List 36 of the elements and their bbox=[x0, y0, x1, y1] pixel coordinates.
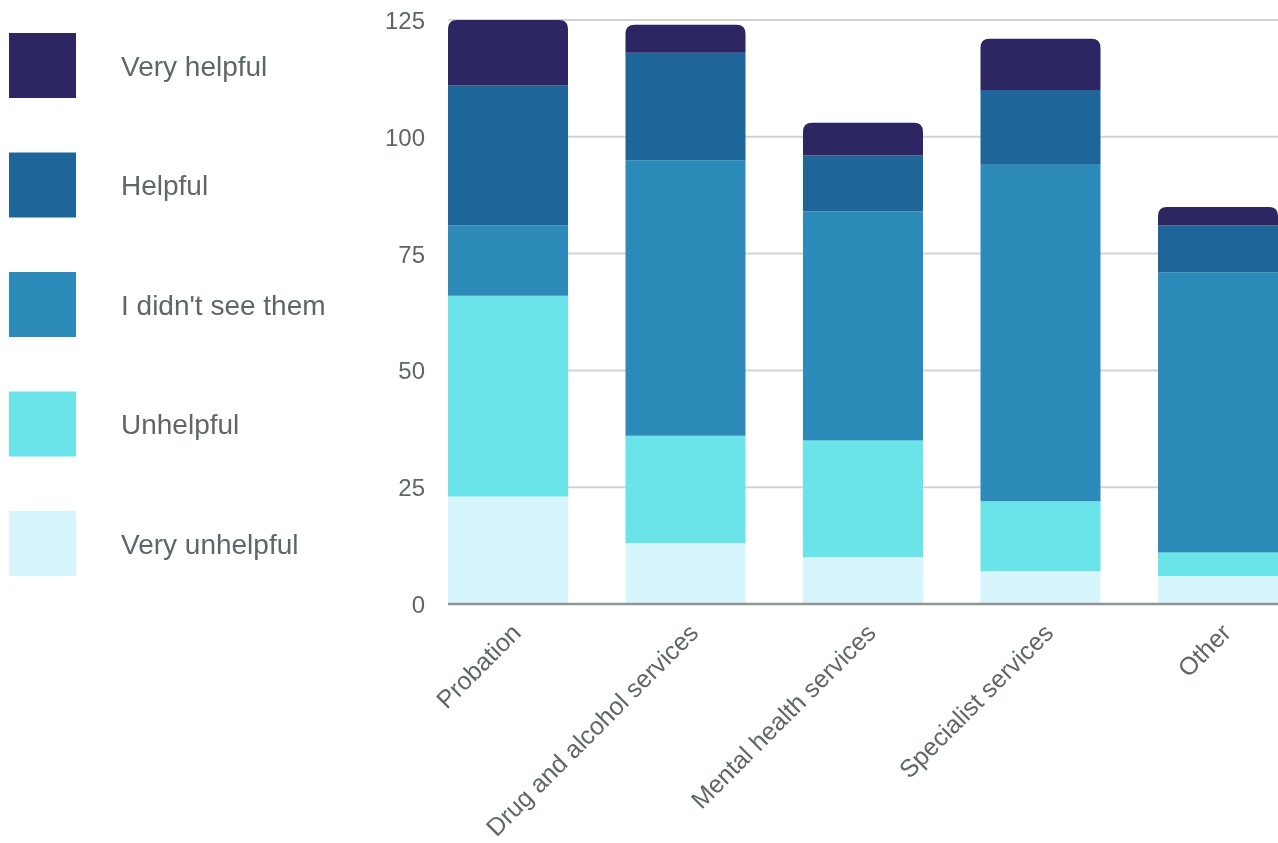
y-tick-label: 25 bbox=[398, 473, 425, 501]
bar bbox=[448, 85, 568, 226]
bar bbox=[980, 90, 1101, 165]
legend-label: I didn't see them bbox=[121, 289, 326, 320]
bar bbox=[980, 571, 1101, 604]
bar bbox=[1158, 575, 1278, 604]
bar bbox=[803, 155, 923, 212]
bar bbox=[625, 160, 746, 436]
bar bbox=[448, 20, 568, 86]
y-tick-label: 125 bbox=[384, 6, 425, 34]
bar bbox=[803, 122, 923, 156]
y-tick-label: 0 bbox=[411, 590, 425, 618]
bar bbox=[625, 543, 746, 604]
y-tick-label: 100 bbox=[384, 123, 425, 151]
bar bbox=[803, 440, 923, 558]
legend-label: Very unhelpful bbox=[121, 528, 299, 559]
legend-label: Very helpful bbox=[121, 50, 268, 81]
bar bbox=[448, 225, 568, 296]
bar bbox=[1158, 272, 1278, 553]
bar bbox=[625, 24, 746, 53]
y-tick-label: 50 bbox=[398, 356, 425, 384]
bar bbox=[1158, 206, 1278, 226]
bar bbox=[980, 164, 1101, 502]
bar bbox=[625, 435, 746, 544]
y-tick-label: 75 bbox=[398, 240, 425, 268]
bar bbox=[803, 211, 923, 441]
bar bbox=[625, 52, 746, 161]
bar bbox=[448, 496, 568, 604]
bar bbox=[803, 557, 923, 604]
legend-label: Unhelpful bbox=[121, 408, 240, 440]
bar bbox=[1158, 552, 1278, 576]
bar bbox=[980, 38, 1101, 91]
bar bbox=[1158, 225, 1278, 273]
bar bbox=[980, 501, 1101, 572]
bar bbox=[448, 295, 568, 497]
legend-label: Helpful bbox=[121, 169, 209, 201]
